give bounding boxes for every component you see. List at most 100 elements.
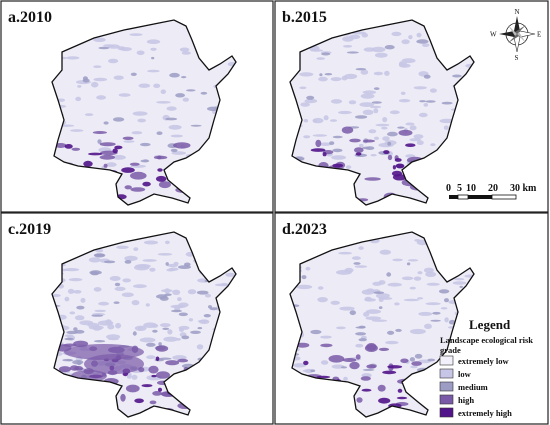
risk-patch bbox=[99, 142, 116, 147]
risk-patch bbox=[168, 124, 182, 130]
risk-patch bbox=[165, 360, 180, 366]
risk-patch bbox=[362, 90, 377, 95]
risk-patch bbox=[170, 134, 183, 138]
risk-patch bbox=[310, 148, 326, 152]
risk-patch bbox=[190, 124, 202, 127]
risk-patch bbox=[167, 329, 173, 335]
legend-label-high: high bbox=[458, 395, 474, 405]
risk-patch bbox=[152, 329, 158, 333]
risk-patch bbox=[225, 272, 236, 277]
risk-patch bbox=[58, 366, 72, 373]
risk-patch bbox=[407, 259, 419, 262]
risk-patch bbox=[338, 251, 352, 255]
risk-patch bbox=[332, 163, 344, 168]
scale-tick-20: 20 bbox=[488, 183, 498, 194]
legend-subtitle-line1: Landscape ecological risk bbox=[440, 335, 533, 345]
compass-s: S bbox=[515, 54, 519, 62]
risk-patch bbox=[417, 297, 424, 300]
risk-patch bbox=[417, 271, 423, 275]
risk-patch bbox=[413, 86, 427, 90]
risk-patch bbox=[134, 398, 144, 404]
risk-patch bbox=[146, 342, 156, 347]
risk-patch bbox=[440, 307, 448, 310]
risk-patch bbox=[196, 344, 204, 350]
risk-patch bbox=[303, 119, 309, 123]
risk-patch bbox=[452, 281, 467, 285]
risk-patch bbox=[355, 68, 367, 71]
risk-patch bbox=[299, 72, 314, 77]
risk-patch bbox=[93, 287, 102, 292]
risk-patch bbox=[156, 131, 163, 135]
risk-patch bbox=[365, 146, 375, 151]
risk-patch bbox=[378, 306, 383, 309]
risk-patch bbox=[375, 52, 388, 58]
risk-patch bbox=[396, 396, 408, 400]
risk-patch bbox=[414, 239, 421, 242]
risk-patch bbox=[378, 397, 391, 404]
risk-patch bbox=[114, 145, 123, 150]
legend-label-extremely-high: extremely high bbox=[458, 408, 512, 418]
scale-tick-10: 10 bbox=[466, 183, 476, 194]
risk-patch bbox=[178, 312, 188, 317]
risk-patch bbox=[304, 98, 318, 104]
risk-patch bbox=[84, 113, 94, 116]
risk-patch bbox=[139, 337, 156, 343]
risk-patch bbox=[103, 121, 109, 125]
risk-patch bbox=[142, 259, 157, 262]
risk-patch bbox=[340, 366, 348, 369]
risk-patch bbox=[353, 262, 361, 265]
risk-patch bbox=[132, 111, 148, 116]
risk-patch bbox=[375, 293, 390, 299]
risk-patch bbox=[69, 365, 79, 371]
risk-patch bbox=[66, 330, 79, 335]
risk-patch bbox=[395, 163, 405, 169]
panel-title-a: a.2010 bbox=[8, 9, 52, 26]
risk-patch bbox=[322, 152, 327, 157]
risk-patch bbox=[366, 364, 377, 369]
risk-patch bbox=[165, 240, 170, 245]
risk-patch bbox=[295, 342, 310, 348]
risk-patch bbox=[68, 278, 83, 282]
risk-patch bbox=[403, 298, 420, 302]
risk-patch bbox=[173, 142, 191, 149]
risk-patch bbox=[344, 73, 358, 80]
risk-patch bbox=[155, 345, 169, 352]
risk-patch bbox=[88, 257, 101, 263]
risk-patch bbox=[320, 335, 332, 339]
risk-patch bbox=[205, 293, 211, 298]
risk-patch bbox=[355, 326, 366, 329]
risk-patch bbox=[164, 288, 171, 294]
risk-patch bbox=[338, 110, 352, 115]
risk-patch bbox=[364, 296, 372, 302]
risk-patch bbox=[355, 115, 368, 119]
risk-patch bbox=[64, 296, 70, 302]
risk-patch bbox=[153, 155, 168, 160]
risk-patch bbox=[341, 126, 354, 134]
risk-patch bbox=[423, 103, 429, 107]
risk-patch bbox=[395, 328, 402, 332]
scale-tick-30: 30 km bbox=[510, 183, 537, 194]
risk-patch bbox=[84, 354, 144, 374]
risk-patch bbox=[444, 317, 449, 323]
risk-patch bbox=[142, 181, 151, 187]
risk-patch bbox=[405, 122, 415, 126]
risk-patch bbox=[69, 311, 76, 315]
risk-patch bbox=[167, 263, 179, 268]
risk-patch bbox=[342, 358, 357, 362]
legend-label-extremely-low: extremely low bbox=[458, 356, 509, 366]
risk-patch bbox=[131, 300, 140, 306]
risk-patch bbox=[109, 276, 121, 281]
risk-patch bbox=[73, 290, 82, 294]
scale-tick-5: 5 bbox=[457, 183, 462, 194]
risk-patch bbox=[398, 99, 411, 103]
risk-patch bbox=[187, 289, 197, 295]
risk-patch bbox=[387, 131, 398, 137]
risk-patch bbox=[329, 141, 335, 146]
risk-patch bbox=[306, 95, 315, 100]
risk-patch bbox=[152, 391, 163, 396]
risk-patch bbox=[83, 160, 93, 167]
risk-patch bbox=[323, 115, 329, 121]
risk-patch bbox=[166, 268, 175, 272]
risk-patch bbox=[312, 134, 328, 137]
compass-e: E bbox=[537, 31, 541, 39]
